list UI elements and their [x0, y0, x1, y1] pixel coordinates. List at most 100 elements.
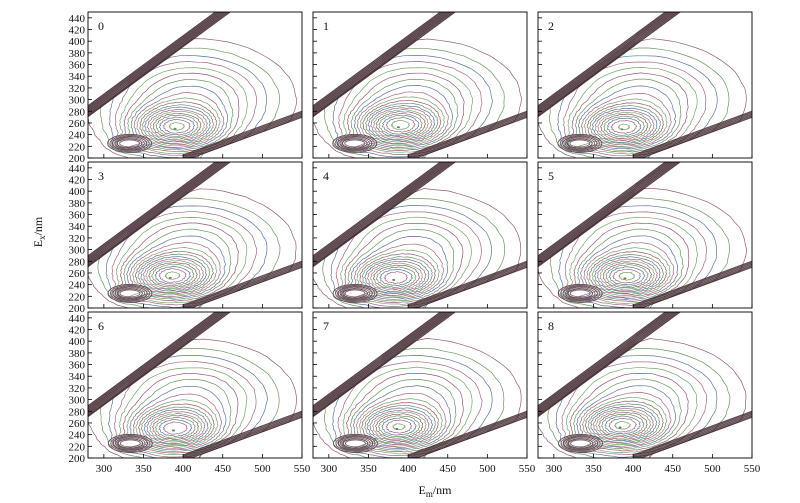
peak-a-contour: [339, 287, 371, 300]
contour-line: [382, 115, 420, 135]
peak-a-contour: [109, 135, 150, 152]
contour-line: [134, 250, 214, 295]
contour-line: [139, 101, 218, 146]
contour-line: [606, 117, 642, 136]
panel-plot-area: [313, 312, 527, 458]
panel-4: 4: [312, 161, 528, 309]
y-tick-label: 300: [69, 245, 86, 257]
contour-line: [567, 385, 676, 450]
panel-5: 5: [537, 161, 753, 309]
contour-line: [341, 379, 457, 451]
contour-line: [375, 413, 424, 439]
x-tick-label: 350: [360, 463, 377, 475]
contour-line: [147, 108, 208, 142]
contour-line: [596, 258, 658, 292]
contour-line: [381, 417, 417, 436]
peak-a-contour: [342, 288, 368, 299]
contour-line: [594, 256, 661, 293]
peak-a-contour: [562, 286, 598, 301]
peak-a-contour: [564, 287, 596, 300]
peak-a-contour: [332, 133, 378, 153]
panel-frame: [87, 311, 303, 459]
y-tick-label: 400: [69, 186, 86, 198]
peak-a-contour: [119, 289, 141, 298]
contour-line: [140, 406, 212, 446]
peak-a-contour: [335, 285, 376, 302]
y-tick-label: 340: [69, 71, 86, 83]
y-tick-label: 280: [69, 406, 86, 418]
peak-a-contour: [115, 437, 146, 450]
rayleigh-scatter-band: [313, 162, 457, 268]
contour-line: [116, 92, 225, 149]
contour-line: [395, 428, 399, 430]
peak-a-contour: [342, 438, 369, 449]
panel-frame: [537, 11, 753, 159]
contour-line: [149, 413, 203, 442]
contour-line: [567, 98, 668, 149]
panel-label: 4: [323, 169, 329, 183]
contour-line: [599, 260, 655, 290]
contour-line: [375, 111, 427, 138]
contour-line: [151, 263, 195, 287]
y-tick-label: 400: [69, 36, 86, 48]
y-tick-label: 260: [69, 118, 86, 130]
y-tick-label: 240: [69, 280, 86, 292]
contour-line: [538, 338, 747, 458]
contour-line: [592, 407, 654, 441]
contour-line: [142, 258, 204, 291]
contour-line: [568, 396, 668, 450]
contour-line: [377, 415, 421, 438]
contour-line: [373, 109, 429, 139]
contour-line: [342, 392, 447, 449]
contour-line: [589, 105, 662, 145]
peak-a-contour: [337, 436, 374, 451]
rayleigh-scatter-band: [88, 312, 232, 418]
y-tick-label: 280: [69, 106, 86, 118]
contour-line: [342, 243, 444, 300]
contour-line: [620, 128, 624, 131]
second-order-scatter-band: [407, 260, 527, 308]
contour-line: [566, 378, 682, 451]
panel-label: 8: [548, 319, 554, 333]
y-tick-label: 200: [69, 303, 86, 315]
y-tick-label: 380: [69, 348, 86, 360]
contour-line: [397, 126, 400, 129]
y-tick-label: 340: [69, 221, 86, 233]
contour-line: [144, 106, 211, 143]
y-tick-label: 240: [69, 430, 86, 442]
contour-line: [114, 222, 239, 302]
contour-line: [151, 415, 200, 440]
contour-line: [369, 262, 424, 291]
contour-line: [116, 385, 227, 451]
contour-line: [612, 268, 641, 284]
y-tick-label: 280: [69, 256, 86, 268]
contour-line: [604, 415, 641, 435]
contour-line: [558, 205, 718, 308]
panel-grid: 0200220240260280300320340360380400420440…: [69, 11, 761, 475]
second-order-scatter-band: [407, 110, 527, 158]
contour-line: [116, 85, 228, 150]
y-tick-label: 300: [69, 395, 86, 407]
panel-2: 2: [537, 11, 753, 159]
panel-label: 5: [548, 169, 554, 183]
peak-a-contour: [107, 433, 153, 453]
y-tick-label: 220: [69, 141, 86, 153]
y-axis-title-unit: /nm: [31, 216, 45, 235]
y-tick-label: 360: [69, 360, 86, 372]
panel-label: 6: [98, 319, 104, 333]
x-tick-label: 500: [254, 463, 271, 475]
y-tick-label: 320: [69, 233, 86, 245]
peak-a-contour: [560, 285, 601, 302]
x-axis-title-main: E: [418, 483, 425, 497]
y-tick-label: 200: [69, 453, 86, 465]
peak-a-contour: [564, 137, 596, 150]
contour-line: [367, 105, 436, 142]
peak-a-contour: [114, 137, 145, 150]
contour-line: [339, 373, 464, 453]
contour-line: [587, 403, 661, 443]
contour-line: [340, 229, 455, 302]
x-tick-label: 550: [744, 463, 761, 475]
contour-line: [366, 407, 433, 443]
panel-frame: [312, 11, 528, 159]
